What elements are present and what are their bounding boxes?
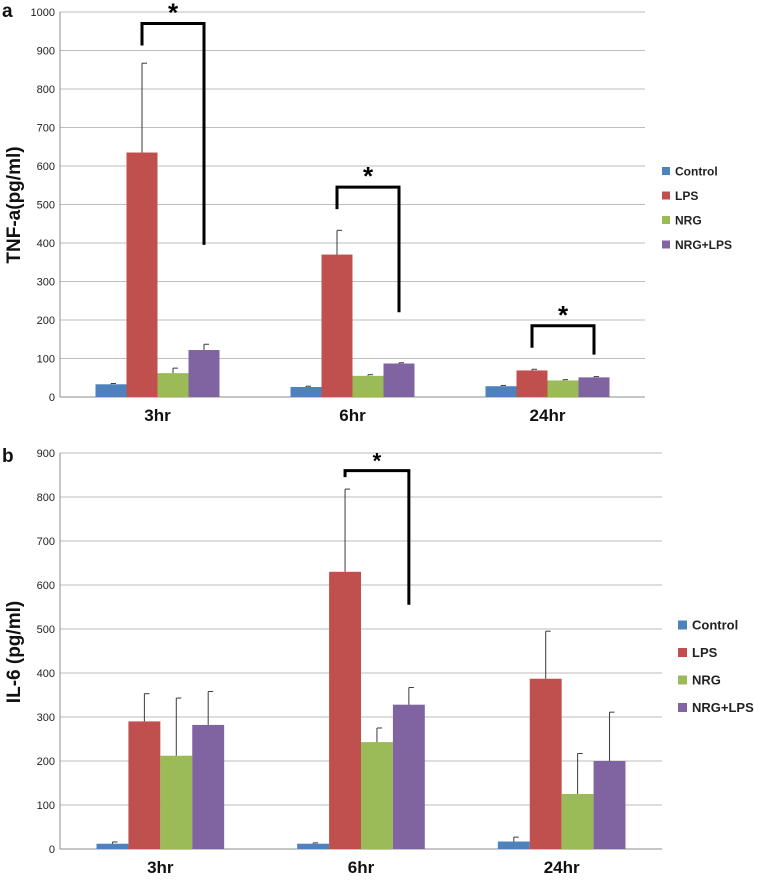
bar-nrg-plus-lps-3hr — [188, 350, 220, 397]
legend-label-control: Control — [675, 164, 718, 178]
legend-label-nrg-plus-lps: NRG+LPS — [692, 700, 754, 715]
bar-nrg-plus-lps-6hr — [383, 363, 415, 397]
y-tick-label: 100 — [37, 354, 55, 366]
y-tick-label: 1000 — [31, 7, 55, 19]
legend-label-nrg-plus-lps: NRG+LPS — [675, 238, 732, 252]
x-tick-label: 24hr — [544, 858, 580, 877]
bar-nrg-3hr — [160, 755, 193, 849]
bar-nrg-3hr — [157, 373, 189, 397]
bar-nrg-plus-lps-24hr — [578, 377, 610, 397]
bar-nrg-plus-lps-24hr — [593, 761, 626, 849]
y-tick-label: 900 — [37, 448, 55, 460]
y-axis-title: IL-6 (pg/ml) — [4, 601, 25, 703]
legend-label-control: Control — [692, 618, 738, 633]
significance-bracket — [343, 469, 411, 605]
legend-swatch-control — [662, 167, 670, 175]
legend-swatch-nrg — [662, 216, 670, 224]
significance-star: * — [558, 300, 569, 330]
bar-control-24hr — [485, 386, 517, 397]
bar-lps-6hr — [321, 254, 353, 397]
y-tick-label: 600 — [37, 580, 55, 592]
bar-control-24hr — [497, 841, 530, 849]
bar-lps-3hr — [126, 152, 158, 397]
y-tick-label: 400 — [37, 238, 55, 250]
x-tick-label: 3hr — [144, 406, 171, 425]
significance-bracket — [335, 185, 401, 313]
chart-panel-b: 0 100 200 300 400 500 600 700 800 900 3hr 6hr 24hr IL… — [2, 446, 754, 877]
bar-control-3hr — [96, 843, 129, 849]
bar-nrg-24hr — [547, 380, 579, 397]
y-tick-label: 0 — [49, 844, 55, 856]
bar-control-6hr — [297, 843, 330, 849]
legend-label-lps: LPS — [675, 189, 698, 203]
bar-lps-24hr — [529, 678, 562, 849]
bar-control-3hr — [95, 384, 127, 397]
bar-nrg-plus-lps-6hr — [392, 704, 425, 849]
legend-swatch-lps — [662, 191, 670, 200]
panel-label: a — [2, 1, 13, 22]
y-tick-label: 700 — [37, 536, 55, 548]
chart-panel-a: 0 100 200 300 400 500 600 700 800 900 1000 3hr 6hr 24… — [2, 0, 732, 425]
significance-star: * — [363, 161, 374, 191]
bar-nrg-6hr — [361, 742, 393, 849]
y-tick-label: 600 — [37, 161, 55, 173]
y-tick-label: 900 — [37, 46, 55, 58]
significance-bracket — [530, 324, 596, 355]
legend-swatch-nrg-plus-lps — [678, 703, 687, 712]
x-tick-label: 6hr — [348, 858, 375, 877]
x-tick-label: 6hr — [339, 406, 366, 425]
legend-swatch-control — [678, 620, 687, 630]
bar-nrg-24hr — [561, 794, 594, 849]
y-tick-label: 200 — [37, 756, 55, 768]
y-tick-label: 700 — [37, 123, 55, 135]
legend-swatch-nrg — [678, 675, 687, 685]
significance-star: * — [168, 0, 179, 28]
x-tick-label: 3hr — [147, 858, 174, 877]
bar-lps-3hr — [128, 721, 161, 849]
legend-swatch-nrg-plus-lps — [662, 240, 670, 249]
legend-label-lps: LPS — [692, 645, 718, 660]
significance-bracket — [140, 22, 206, 245]
y-tick-label: 200 — [37, 315, 55, 327]
legend-label-nrg: NRG — [675, 213, 702, 227]
y-tick-label: 0 — [49, 392, 55, 404]
y-axis-title: TNF-a(pg/ml) — [4, 146, 25, 263]
legend-label-nrg: NRG — [692, 673, 721, 688]
x-tick-label: 24hr — [530, 406, 566, 425]
bar-nrg-6hr — [352, 375, 384, 397]
legend-swatch-lps — [678, 648, 687, 657]
bar-nrg-plus-lps-3hr — [192, 724, 225, 849]
significance-star: * — [373, 449, 382, 474]
bar-lps-24hr — [516, 370, 548, 397]
y-tick-label: 800 — [37, 84, 55, 96]
y-tick-label: 800 — [37, 492, 55, 504]
y-tick-label: 500 — [37, 200, 55, 212]
y-tick-label: 100 — [37, 800, 55, 812]
y-tick-label: 500 — [37, 624, 55, 636]
panel-label: b — [2, 446, 14, 467]
y-tick-label: 300 — [37, 712, 55, 724]
bar-lps-6hr — [329, 571, 361, 849]
y-tick-label: 400 — [37, 668, 55, 680]
bar-control-6hr — [290, 386, 322, 397]
y-tick-label: 300 — [37, 277, 55, 289]
